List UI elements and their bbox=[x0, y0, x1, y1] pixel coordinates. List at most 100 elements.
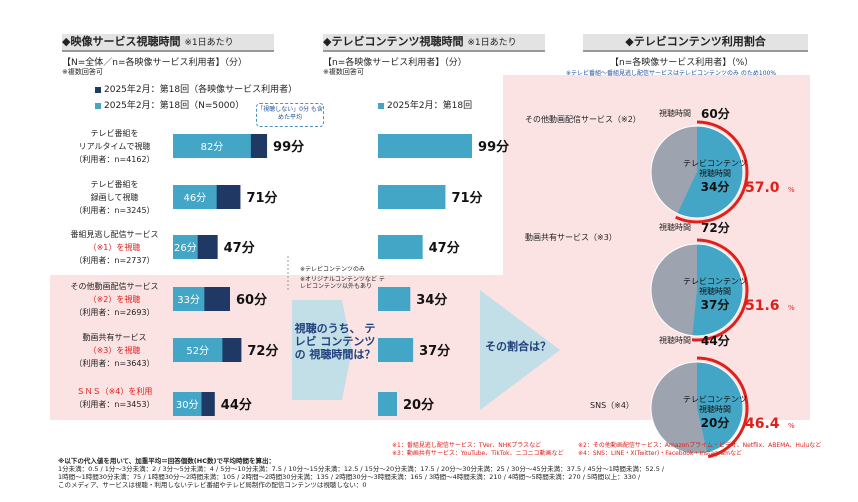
category-label-line: （利用者：n=3643） bbox=[74, 359, 155, 368]
percent-unit: % bbox=[788, 422, 795, 430]
category-label: 番組見逃し配信サービス （※1）を視聴 （利用者：n=2737） bbox=[62, 228, 167, 267]
category-label-line: （利用者：n=3453） bbox=[74, 400, 155, 409]
footnote-2: ※2：その他動画配信サービス：Amazonプライム・ビデオ、Netflix、AB… bbox=[578, 442, 822, 449]
pie-category-label: 動画共有サービス（※3） bbox=[525, 232, 617, 242]
view-time-value: 44分 bbox=[701, 333, 730, 348]
category-label-line: ＳＮＳ（※4）を利用 bbox=[76, 387, 153, 396]
note-original: ※オリジナルコンテンツなど テレビコンテンツ以外もあり bbox=[300, 276, 385, 290]
category-label-line: 動画共有サービス bbox=[82, 333, 147, 342]
middle-bar-group: 99分 71分 47分 34分 37分 20分 bbox=[378, 134, 509, 416]
legend-b: 2025年2月：第18回（N=5000） bbox=[95, 98, 244, 111]
footnote-4: ※4：SNS：LINE・X(Twitter)・Facebook・Instagra… bbox=[578, 450, 742, 457]
bar-value-label: 34分 bbox=[416, 292, 447, 308]
category-label: 動画共有サービス （※3）を視聴 （利用者：n=3643） bbox=[62, 331, 167, 370]
percent-unit: % bbox=[788, 186, 795, 194]
inner-label-line: テレビコンテンツ bbox=[683, 277, 747, 286]
percent-value: 46.4 bbox=[745, 416, 780, 432]
category-label-line: （※3）を視聴 bbox=[88, 346, 141, 355]
zero-minute-callout: 「視聴しない」0分 も含めた平均 bbox=[256, 103, 324, 127]
pie-outline bbox=[650, 243, 744, 337]
category-label-line: （利用者：n=4162） bbox=[74, 155, 155, 164]
category-label-line: テレビ番組を bbox=[90, 129, 139, 138]
tv-time-value: 37分 bbox=[701, 297, 730, 312]
bar-tv-content bbox=[378, 134, 473, 158]
bar-inner-label: 33分 bbox=[177, 294, 200, 306]
bar-value-label: 37分 bbox=[419, 343, 450, 359]
arrow-shape bbox=[292, 300, 352, 400]
view-time-label: 視聴時間 bbox=[659, 108, 691, 118]
footnote-3: ※3：動画共有サービス：YouTube、TikTok、ニコニコ動画など bbox=[392, 450, 564, 457]
bar-all-average bbox=[173, 134, 251, 158]
bar-value-label: 99分 bbox=[478, 139, 509, 155]
bar-inner-label: 52分 bbox=[186, 345, 209, 357]
tv-time-value: 34分 bbox=[701, 179, 730, 194]
question-ratio: その割合は？ bbox=[485, 340, 551, 353]
bar-inner-label: 82分 bbox=[201, 141, 224, 153]
method-title: ※以下の代入値を用いて、加重平均＝回答個数(HC数)で平均時間を算出： bbox=[58, 457, 275, 465]
bar-value-label: 20分 bbox=[403, 397, 434, 413]
bar-inner-label: 30分 bbox=[176, 399, 199, 411]
legend-a: 2025年2月：第18回（各映像サービス利用者） bbox=[95, 82, 297, 95]
inner-label-line: 視聴時間 bbox=[699, 168, 731, 178]
left-multi: ※複数回答可 bbox=[62, 68, 103, 76]
bar-all-average bbox=[173, 235, 198, 259]
bar-inner-label: 26分 bbox=[174, 242, 197, 254]
category-label-line: 録画して視聴 bbox=[90, 193, 139, 202]
panel-title-middle: ◆テレビコンテンツ視聴時間 ※1日あたり bbox=[323, 34, 545, 52]
category-label-line: （利用者：n=2737） bbox=[74, 256, 155, 265]
bar-value-label: 99分 bbox=[273, 139, 304, 155]
left-basis: 【N=全体／n=各映像サービス利用者】（分） bbox=[62, 58, 248, 68]
pie-tv-share bbox=[677, 126, 743, 219]
bar-all-average bbox=[173, 338, 223, 362]
inner-label-line: 視聴時間 bbox=[699, 286, 731, 296]
left-bar-group: 82分 99分 46分 71分 26分 47分 33分 60分 52分 72分 30分 44分 bbox=[173, 134, 304, 416]
footnote-1: ※1：番組見逃し配信サービス：TVer、NHKプラスなど bbox=[392, 442, 542, 449]
method-line-2: 1時間～1時間30分未満：75 / 1時間30分～2時間未満：105 / 2時間… bbox=[58, 473, 641, 481]
percent-value: 51.6 bbox=[745, 298, 780, 314]
percent-unit: % bbox=[788, 304, 795, 312]
pie-tv-share bbox=[697, 362, 744, 453]
pie-outline bbox=[650, 125, 744, 219]
pie-highlight-ring bbox=[675, 120, 749, 224]
category-label-line: リアルタイムで視聴 bbox=[78, 142, 151, 151]
middle-basis: 【n=各映像サービス利用者】（分） bbox=[323, 58, 467, 68]
bar-all-average bbox=[173, 287, 205, 311]
bar-value-label: 71分 bbox=[451, 190, 482, 206]
category-label-line: （※2）を視聴 bbox=[88, 295, 141, 304]
arrow-group bbox=[287, 256, 560, 410]
view-time-value: 60分 bbox=[701, 106, 730, 121]
category-label-line: （利用者：n=3245） bbox=[74, 206, 155, 215]
bar-value-label: 60分 bbox=[236, 292, 267, 308]
bar-tv-content bbox=[378, 235, 423, 259]
question-tv-time: 視聴のうち、 テレビ コンテンツの 視聴時間は？ bbox=[294, 322, 376, 361]
bar-tv-content bbox=[378, 392, 397, 416]
method-line-1: 1分未満：0.5 / 1分～3分未満：2 / 3分～5分未満：4 / 5分～10… bbox=[58, 465, 665, 473]
bar-all-average bbox=[173, 185, 217, 209]
bar-value-label: 47分 bbox=[429, 240, 460, 256]
pie-outline bbox=[650, 361, 744, 455]
category-label: ＳＮＳ（※4）を利用 （利用者：n=3453） bbox=[62, 385, 167, 411]
legend-middle: 2025年2月：第18回 bbox=[378, 98, 472, 111]
bar-inner-label: 46分 bbox=[183, 192, 206, 204]
view-time-label: 視聴時間 bbox=[659, 335, 691, 345]
inner-label-line: 視聴時間 bbox=[699, 404, 731, 414]
category-label: テレビ番組を 録画して視聴 （利用者：n=3245） bbox=[62, 178, 167, 217]
note-tv-only: ※テレビコンテンツのみ bbox=[300, 266, 366, 273]
bar-value-label: 47分 bbox=[224, 240, 255, 256]
right-basis: 【n=各映像サービス利用者】（%） bbox=[610, 58, 754, 68]
inner-label-line: テレビコンテンツ bbox=[683, 395, 747, 404]
right-note: ※テレビ番組～番組見逃し配信サービスはテレビコンテンツのみ のため100% bbox=[566, 70, 777, 77]
category-label-line: テレビ番組を bbox=[90, 180, 139, 189]
tv-time-value: 20分 bbox=[701, 415, 730, 430]
category-label: その他動画配信サービス （※2）を視聴 （利用者：n=2693） bbox=[62, 280, 167, 319]
bar-value-label: 72分 bbox=[247, 343, 278, 359]
arrow-shape bbox=[480, 290, 560, 410]
method-line-3: このメディア、サービスは視聴・利用しないテレビ番組やテレビ局制作の配信コンテンツ… bbox=[58, 481, 367, 489]
pie-highlight-ring bbox=[696, 356, 749, 459]
category-label: テレビ番組をリアルタイムで視聴 （利用者：n=4162） bbox=[62, 127, 167, 166]
inner-label-line: テレビコンテンツ bbox=[683, 159, 747, 168]
panel-title-right: ◆テレビコンテンツ利用割合 bbox=[583, 34, 808, 52]
category-label-line: （※1）を視聴 bbox=[88, 243, 141, 252]
